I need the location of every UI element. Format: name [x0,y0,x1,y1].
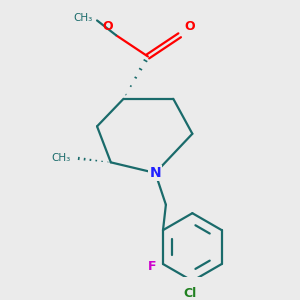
Text: Cl: Cl [184,287,197,300]
Text: CH₃: CH₃ [74,13,93,23]
Text: F: F [148,260,157,273]
Text: N: N [149,166,161,180]
Text: O: O [102,20,113,33]
Text: O: O [184,20,194,33]
Text: CH₃: CH₃ [51,153,70,163]
